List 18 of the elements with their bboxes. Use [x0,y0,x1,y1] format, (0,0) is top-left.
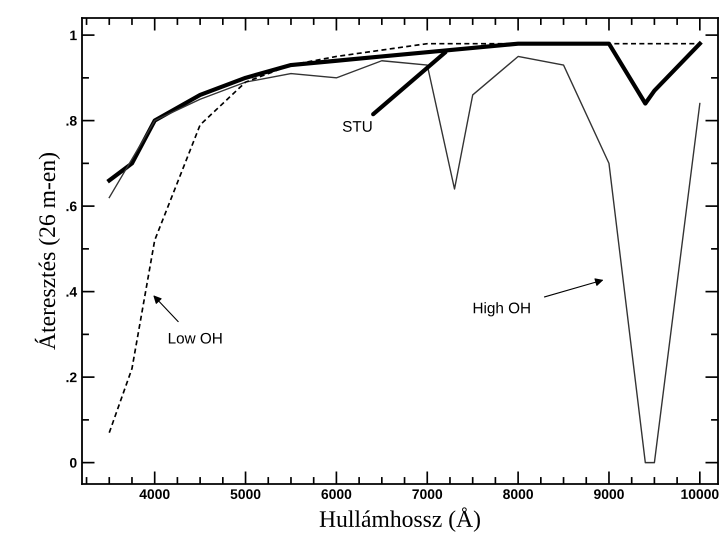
y-tick-label: 1 [70,30,77,40]
x-tick-label: 7000 [412,489,442,500]
y-tick-label: .2 [66,372,77,382]
x-tick-label: 10000 [681,489,719,500]
x-tick-label: 6000 [321,489,352,500]
annotation: High OH [474,302,530,316]
y-tick-label: .4 [66,287,78,297]
x-tick-label: 4000 [139,489,170,500]
annotation: STU [342,121,372,132]
x-tick-label: 8000 [503,489,533,500]
x-tick-label: 9000 [594,489,624,500]
x-axis-title: Hullámhossz (Å) [320,507,480,532]
annotation: Low OH [168,332,222,344]
y-tick-label: 0 [70,458,77,468]
y-tick-label: .8 [66,116,77,126]
x-tick-label: 5000 [230,489,260,500]
y-tick-label: .6 [66,201,77,212]
y-axis-title: Áteresztés (26 m-en) [34,153,60,350]
